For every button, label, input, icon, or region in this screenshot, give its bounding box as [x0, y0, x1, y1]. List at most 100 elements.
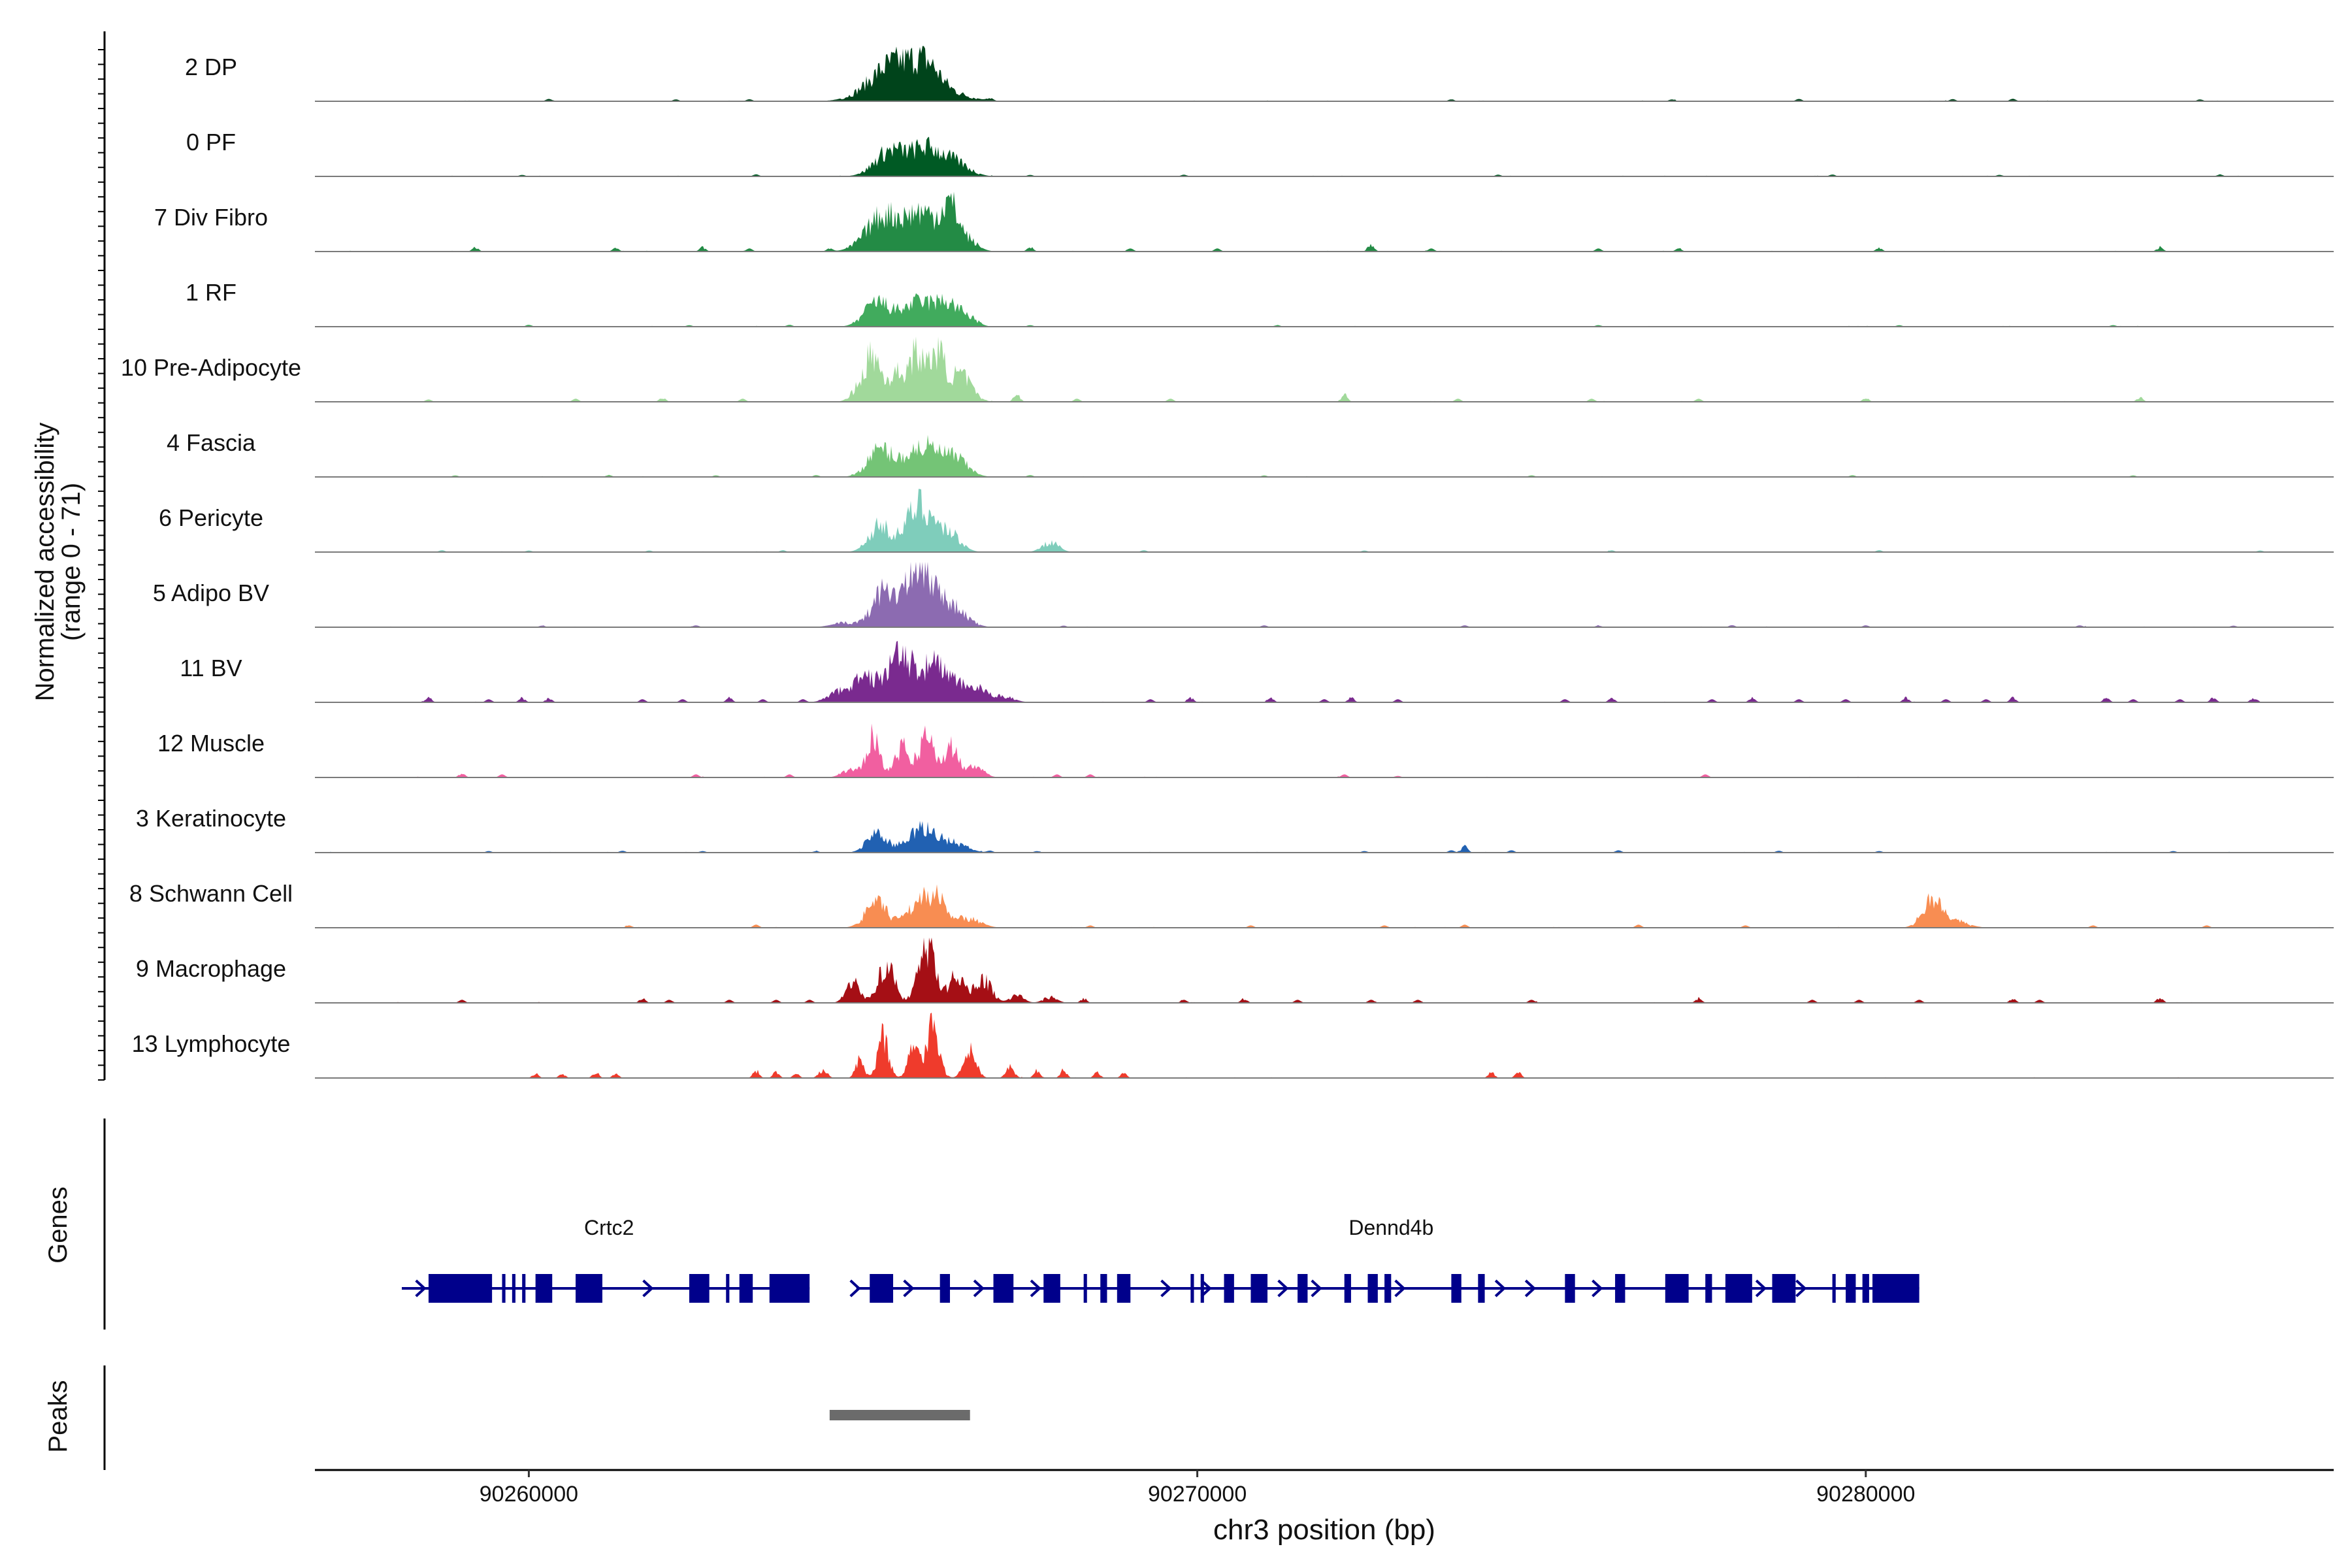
strand-arrow: [973, 1279, 985, 1298]
gene-exon: [535, 1274, 553, 1303]
track-label: 3 Keratinocyte: [136, 805, 286, 832]
y-axis: [98, 31, 106, 1081]
gene-label: Crtc2: [584, 1216, 634, 1239]
strand-arrow: [1200, 1279, 1212, 1298]
track-label: 10 Pre-Adipocyte: [121, 354, 301, 381]
track-1-rf: 1 RF: [186, 279, 2334, 327]
gene-exon: [726, 1274, 730, 1303]
gene-exon: [689, 1274, 710, 1303]
gene-exon: [870, 1274, 894, 1303]
strand-arrow: [1277, 1279, 1289, 1298]
strand-arrow: [849, 1279, 861, 1298]
track-13-lymphocyte: 13 Lymphocyte: [132, 1013, 2334, 1079]
strand-arrow: [1160, 1279, 1172, 1298]
gene-dennd4b: Dennd4b: [849, 1216, 1919, 1303]
track-9-macrophage: 9 Macrophage: [136, 938, 2334, 1004]
coverage-tracks: 2 DP 0 PF 7 Div Fibro 1 RF 10 Pre-Adipocyte 4…: [121, 46, 2334, 1079]
x-tick-label: 90260000: [480, 1482, 578, 1507]
gene-exon: [993, 1274, 1014, 1303]
track-label: 11 BV: [180, 655, 242, 681]
strand-arrow: [1524, 1279, 1537, 1298]
gene-exon: [739, 1274, 753, 1303]
gene-exon: [1615, 1274, 1625, 1303]
gene-exon: [1200, 1274, 1204, 1303]
gene-exon: [1100, 1274, 1107, 1303]
strand-arrow: [642, 1279, 654, 1298]
track-label: 2 DP: [185, 54, 237, 80]
gene-annotation-panel: Crtc2 Dennd4b: [103, 1119, 1919, 1330]
gene-exon: [1772, 1274, 1796, 1303]
track-2-dp: 2 DP: [185, 46, 2334, 102]
track-label: 8 Schwann Cell: [129, 880, 293, 907]
track-label: 7 Div Fibro: [154, 204, 268, 231]
peaks-panel-label: Peaks: [44, 1380, 73, 1452]
gene-exon: [1478, 1274, 1485, 1303]
track-label: 4 Fascia: [167, 429, 256, 456]
x-axis-title: chr3 position (bp): [1213, 1514, 1435, 1546]
gene-exon: [502, 1274, 506, 1303]
track-label: 0 PF: [186, 129, 236, 155]
gene-exon: [576, 1274, 602, 1303]
strand-arrow: [1394, 1279, 1406, 1298]
track-4-fascia: 4 Fascia: [167, 429, 2334, 478]
gene-exon: [1250, 1274, 1268, 1303]
gene-crtc2: Crtc2: [402, 1216, 810, 1303]
gene-exon: [1298, 1274, 1308, 1303]
gene-exon: [769, 1274, 810, 1303]
genes-panel-label: Genes: [44, 1186, 73, 1264]
gene-exon: [1872, 1274, 1919, 1303]
gene-exon: [1344, 1274, 1351, 1303]
gene-exon: [1725, 1274, 1752, 1303]
track-3-keratinocyte: 3 Keratinocyte: [136, 805, 2334, 853]
strand-arrow: [1592, 1279, 1603, 1298]
gene-exon: [1846, 1274, 1856, 1303]
gene-exon: [1043, 1274, 1060, 1303]
strand-arrow: [1795, 1279, 1807, 1298]
track-12-muscle: 12 Muscle: [157, 723, 2334, 778]
track-10-pre-adipocyte: 10 Pre-Adipocyte: [121, 336, 2334, 402]
strand-arrow: [1311, 1279, 1322, 1298]
x-axis: 90260000 90270000 90280000: [315, 1469, 2334, 1507]
strand-arrow: [1494, 1279, 1507, 1298]
peak-region: [829, 1410, 970, 1420]
strand-arrow: [1755, 1279, 1767, 1298]
gene-exon: [1451, 1274, 1462, 1303]
gene-exon: [939, 1274, 951, 1303]
track-11-bv: 11 BV: [180, 641, 2334, 703]
peaks-panel: [103, 1365, 970, 1470]
track-label: 13 Lymphocyte: [132, 1030, 291, 1057]
gene-exon: [1367, 1274, 1378, 1303]
gene-exon: [1832, 1274, 1836, 1303]
gene-label: Dennd4b: [1348, 1216, 1433, 1239]
track-8-schwann-cell: 8 Schwann Cell: [129, 880, 2334, 928]
y-axis-subtitle: (range 0 - 71): [57, 483, 86, 641]
gene-exon: [512, 1274, 515, 1303]
x-tick-label: 90270000: [1148, 1482, 1247, 1507]
track-label: 9 Macrophage: [136, 955, 286, 982]
track-7-div-fibro: 7 Div Fibro: [154, 191, 2334, 252]
y-axis-title: Normalized accessibility: [31, 423, 59, 702]
gene-exon: [1665, 1274, 1689, 1303]
track-6-pericyte: 6 Pericyte: [159, 489, 2334, 553]
strand-arrow: [415, 1279, 427, 1298]
track-0-pf: 0 PF: [186, 129, 2334, 177]
track-label: 5 Adipo BV: [153, 580, 269, 606]
gene-exon: [1565, 1274, 1575, 1303]
track-label: 12 Muscle: [157, 730, 265, 757]
track-label: 6 Pericyte: [159, 504, 263, 531]
track-5-adipo-bv: 5 Adipo BV: [153, 562, 2334, 628]
gene-exon: [1190, 1274, 1194, 1303]
gene-exon: [1705, 1274, 1712, 1303]
track-label: 1 RF: [186, 279, 237, 306]
strand-arrow: [1030, 1279, 1041, 1298]
gene-exon: [1224, 1274, 1234, 1303]
gene-exon: [1083, 1274, 1087, 1303]
strand-arrow: [903, 1279, 915, 1298]
gene-exon: [1117, 1274, 1131, 1303]
gene-exon: [1862, 1274, 1869, 1303]
x-tick-label: 90280000: [1816, 1482, 1915, 1507]
gene-exon: [522, 1274, 526, 1303]
gene-exon: [1384, 1274, 1392, 1303]
